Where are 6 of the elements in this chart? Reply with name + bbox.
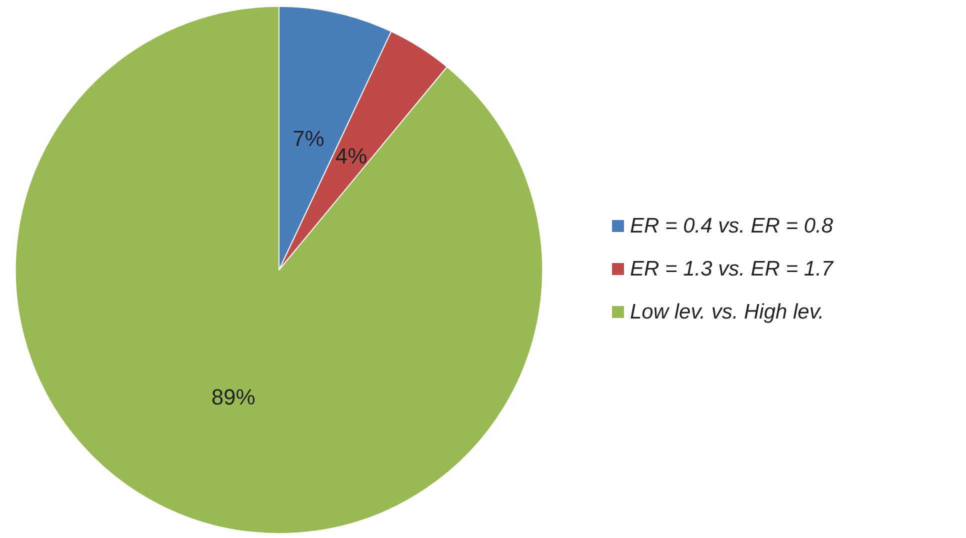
data-label: 89% xyxy=(211,384,256,410)
legend-label: Low lev. vs. High lev. xyxy=(630,300,824,324)
data-label: 7% xyxy=(292,126,324,151)
data-label: 4% xyxy=(335,144,368,169)
legend-label: ER = 0.4 vs. ER = 0.8 xyxy=(630,214,834,238)
legend-label: ER = 1.3 vs. ER = 1.7 xyxy=(630,258,834,280)
